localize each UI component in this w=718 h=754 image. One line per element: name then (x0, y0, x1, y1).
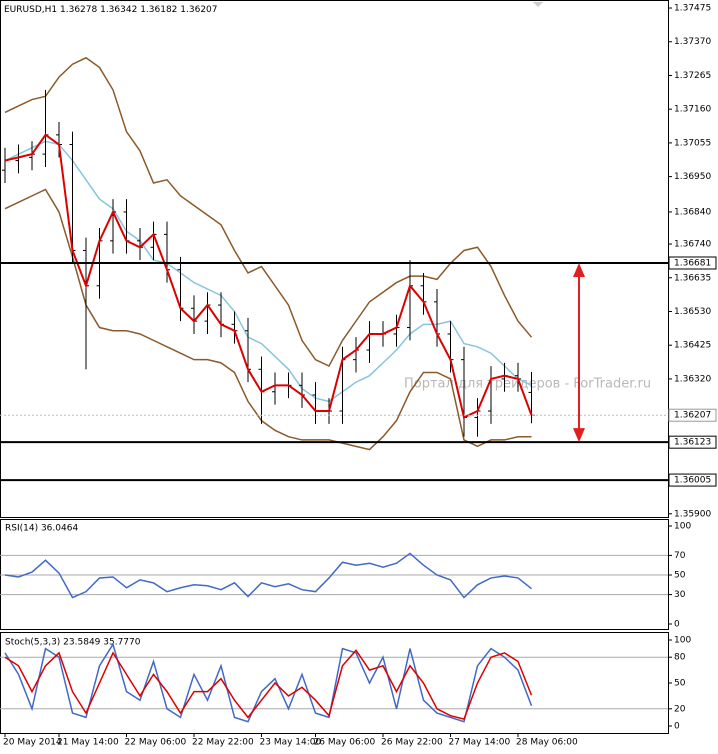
x-tick-label: 26 May 22:00 (381, 738, 443, 748)
level-box (668, 256, 717, 270)
x-tick-label: 28 May 06:00 (516, 738, 578, 748)
x-tick-label: 23 May 14:00 (260, 738, 322, 748)
y-tick-label: 70 (674, 551, 686, 561)
x-tick-label: 26 May 06:00 (314, 738, 376, 748)
level-label: 1.36123 (674, 438, 711, 448)
level-box (668, 473, 717, 487)
stoch-panel (0, 632, 669, 734)
last-high: 1.36342 (100, 5, 137, 15)
y-tick-label: 1.36635 (674, 273, 711, 283)
y-tick-label: 1.37265 (674, 71, 711, 81)
indicator-line (4, 56, 533, 368)
y-tick-label: 1.36840 (674, 207, 711, 217)
main-panel (0, 0, 669, 518)
y-tick-label: 1.37370 (674, 37, 711, 47)
y-tick-label: 30 (674, 590, 686, 600)
chart-header: EURUSD,H1 1.36278 1.36342 1.36182 1.3620… (4, 5, 218, 15)
last-close: 1.36207 (180, 5, 217, 15)
level-label: 1.36005 (674, 476, 711, 486)
y-tick-label: 1.36425 (674, 341, 711, 351)
symbol: EURUSD,H1 (4, 5, 57, 15)
y-tick-label: 1.36530 (674, 307, 711, 317)
x-tick-label: 27 May 14:00 (449, 738, 511, 748)
y-tick-label: 1.37475 (674, 4, 711, 14)
x-tick-label: 22 May 06:00 (125, 738, 187, 748)
y-tick-label: 50 (674, 571, 686, 581)
price-label: 1.36207 (674, 411, 711, 421)
shift-marker (533, 2, 543, 7)
indicator-line (4, 140, 532, 403)
price-box (668, 408, 717, 422)
y-tick-label: 100 (674, 522, 691, 532)
oscillator-line (4, 642, 533, 723)
oscillator-line (4, 649, 533, 721)
y-tick-label: 0 (674, 722, 680, 732)
y-tick-label: 1.35900 (674, 509, 711, 519)
level-label: 1.36681 (674, 258, 711, 268)
x-tick-label: 22 May 22:00 (192, 738, 254, 748)
rsi-title: RSI(14) 36.0464 (5, 524, 78, 534)
y-tick-label: 20 (674, 704, 686, 714)
stoch-title: Stoch(5,3,3) 23.5849 35.7770 (5, 638, 141, 648)
y-tick-label: 1.37160 (674, 105, 711, 115)
y-tick-label: 1.36320 (674, 374, 711, 384)
level-box (668, 435, 717, 449)
x-tick-label: 21 May 14:00 (57, 738, 119, 748)
y-tick-label: 1.36950 (674, 172, 711, 182)
indicator-line (4, 188, 532, 451)
y-tick-label: 1.37055 (674, 138, 711, 148)
y-tick-label: 0 (674, 620, 680, 630)
last-low: 1.36182 (140, 5, 177, 15)
y-tick-label: 50 (674, 679, 686, 689)
y-tick-label: 80 (674, 653, 686, 663)
y-tick-label: 100 (674, 636, 691, 646)
x-tick-label: 20 May 2014 (3, 738, 62, 748)
oscillator-line (4, 552, 532, 599)
y-tick-label: 1.36740 (674, 240, 711, 250)
last-open: 1.36278 (60, 5, 97, 15)
